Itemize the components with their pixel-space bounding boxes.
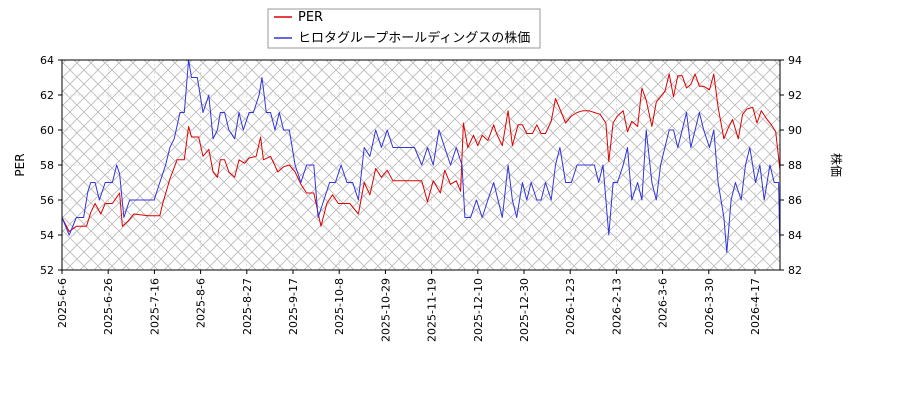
x-tick-label: 2025-7-16 <box>148 278 161 335</box>
series-line-stock-price <box>62 60 780 253</box>
left-tick-label: 58 <box>40 159 54 172</box>
right-tick-label: 90 <box>788 124 802 137</box>
left-tick-label: 60 <box>40 124 54 137</box>
left-tick-label: 56 <box>40 194 54 207</box>
right-tick-label: 82 <box>788 264 802 277</box>
x-tick-label: 2025-12-10 <box>472 278 485 342</box>
x-tick-label: 2026-1-23 <box>564 278 577 335</box>
legend-label-per: PER <box>298 10 323 25</box>
x-tick-label: 2025-10-29 <box>379 278 392 342</box>
x-tick-label: 2026-2-13 <box>610 278 623 335</box>
legend: PER ヒロタグループホールディングスの株価 <box>267 8 541 49</box>
x-tick-label: 2025-8-6 <box>195 278 208 328</box>
left-axis-title: PER <box>13 153 27 176</box>
x-tick-label: 2025-6-6 <box>56 278 69 328</box>
legend-label-stock-price: ヒロタグループホールディングスの株価 <box>298 30 530 46</box>
left-tick-label: 54 <box>40 229 54 242</box>
right-tick-label: 92 <box>788 89 802 102</box>
left-tick-label: 62 <box>40 89 54 102</box>
x-tick-label: 2025-11-19 <box>426 278 439 342</box>
right-tick-label: 88 <box>788 159 802 172</box>
x-tick-label: 2025-12-30 <box>518 278 531 342</box>
right-tick-label: 84 <box>788 229 802 242</box>
x-axis: 2025-6-6 2025-6-26 2025-7-16 2025-8-6 2025-8… <box>56 270 762 342</box>
x-tick-label: 2026-4-17 <box>749 278 762 335</box>
right-axis-title: 株価 <box>829 153 844 177</box>
right-tick-label: 94 <box>788 54 802 67</box>
x-tick-label: 2025-9-17 <box>287 278 300 335</box>
series-line-per <box>62 73 780 232</box>
x-tick-label: 2026-3-6 <box>657 278 670 328</box>
x-tick-label: 2025-10-8 <box>333 278 346 335</box>
x-tick-label: 2025-6-26 <box>102 278 115 335</box>
left-axis: 52 54 56 58 60 62 64 <box>40 54 62 277</box>
left-tick-label: 52 <box>40 264 54 277</box>
series-layer <box>62 60 780 253</box>
left-tick-label: 64 <box>40 54 54 67</box>
legend-box <box>267 8 541 49</box>
right-axis: 82 84 86 88 90 92 94 <box>780 54 802 277</box>
x-tick-label: 2025-8-27 <box>241 278 254 335</box>
right-tick-label: 86 <box>788 194 802 207</box>
x-tick-label: 2026-3-30 <box>703 278 716 335</box>
